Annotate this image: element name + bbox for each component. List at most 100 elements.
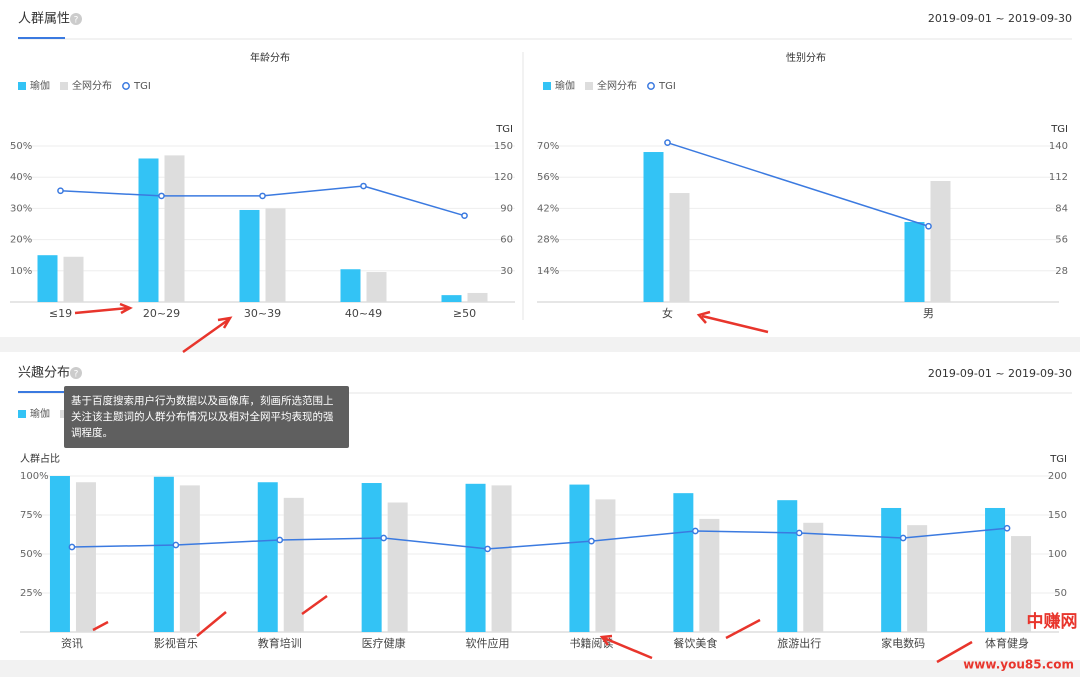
- arrow: [696, 310, 769, 334]
- bar: [803, 522, 824, 632]
- y-tick-label: 20%: [10, 235, 32, 246]
- bar: [283, 497, 304, 632]
- bar: [881, 507, 902, 632]
- bar: [153, 476, 174, 632]
- legend-marker: [647, 82, 655, 90]
- section-title: 兴趣分布: [18, 366, 70, 381]
- tgi-line: [71, 527, 1008, 550]
- y-tick-label: 40%: [10, 172, 32, 183]
- date-range: 2019-09-01 ~ 2019-09-30: [928, 367, 1072, 380]
- x-tick-label: 旅游出行: [777, 636, 821, 650]
- y2-tick-label: 200: [1048, 471, 1067, 482]
- legend-marker: [122, 82, 130, 90]
- tgi-point: [925, 222, 932, 230]
- charts: 年龄分布 TGI 瑜伽 全网分布 TGI 10% 20% 30% 40% 50% 30 60 90 120…: [10, 51, 1068, 650]
- bar: [569, 484, 590, 632]
- tgi-point: [588, 537, 595, 545]
- bar: [441, 295, 462, 302]
- y-tick-label: 50%: [20, 549, 42, 560]
- tgi-point: [692, 527, 699, 535]
- bar: [340, 269, 361, 302]
- tgi-point: [259, 192, 266, 200]
- arrow: [936, 640, 973, 664]
- arrow: [301, 594, 328, 616]
- bar: [361, 483, 382, 632]
- bar: [699, 518, 720, 632]
- legend-label: TGI: [133, 81, 151, 92]
- x-tick-label: ≥50: [453, 307, 476, 320]
- y-tick-label: 50%: [10, 141, 32, 152]
- tgi-line: [667, 141, 929, 227]
- legend-label: 瑜伽: [30, 79, 50, 92]
- arrow: [599, 634, 653, 660]
- tgi-point: [380, 534, 387, 542]
- bar: [387, 502, 408, 632]
- legend-marker: [18, 410, 26, 418]
- y2-tick-label: 84: [1055, 203, 1068, 214]
- bar: [907, 525, 928, 632]
- tgi-line: [60, 185, 465, 217]
- y2-tick-label: 120: [494, 172, 513, 183]
- section-gap: [0, 660, 1080, 677]
- x-tick-label: 20~29: [143, 307, 180, 320]
- y2-axis-title: TGI: [1049, 454, 1067, 465]
- section-gap: [0, 337, 1080, 352]
- legend-marker: [585, 82, 593, 90]
- y-tick-label: 100%: [20, 471, 49, 482]
- bar: [669, 193, 690, 302]
- tgi-point: [664, 139, 671, 147]
- bar: [257, 482, 278, 632]
- bar: [465, 483, 486, 632]
- y2-tick-label: 60: [500, 235, 513, 246]
- x-tick-label: 家电数码: [881, 636, 925, 650]
- y2-tick-label: 90: [500, 203, 513, 214]
- y-tick-label: 42%: [537, 203, 559, 214]
- bar: [904, 221, 925, 302]
- tgi-point: [57, 187, 64, 195]
- y2-axis-title: TGI: [1050, 124, 1068, 135]
- y-tick-label: 10%: [10, 266, 32, 277]
- y-axis-title: 人群占比: [20, 452, 60, 465]
- legend-marker: [543, 82, 551, 90]
- tgi-point: [795, 529, 803, 537]
- legend-label: TGI: [658, 81, 676, 92]
- x-tick-label: 软件应用: [466, 636, 510, 650]
- y2-tick-label: 150: [494, 141, 513, 152]
- help-icon[interactable]: [70, 13, 82, 25]
- help-mark: ?: [74, 16, 79, 26]
- legend-label: 瑜伽: [555, 79, 575, 92]
- tgi-point: [1003, 524, 1011, 532]
- bar: [138, 158, 159, 302]
- bar: [595, 499, 616, 632]
- y2-tick-label: 100: [1048, 549, 1067, 560]
- help-icon[interactable]: [70, 367, 82, 379]
- y2-tick-label: 56: [1055, 235, 1068, 246]
- y2-tick-label: 30: [500, 266, 513, 277]
- arrow: [74, 302, 133, 315]
- bar: [643, 152, 664, 302]
- y2-tick-label: 150: [1048, 510, 1067, 521]
- y2-tick-label: 50: [1054, 588, 1067, 599]
- bar: [366, 272, 387, 302]
- bar: [63, 256, 84, 302]
- tgi-point: [158, 192, 165, 200]
- tgi-point: [276, 536, 284, 544]
- bar: [179, 485, 200, 632]
- arrow: [182, 316, 233, 354]
- y-tick-label: 28%: [537, 235, 559, 246]
- x-tick-label: 餐饮美食: [673, 636, 717, 650]
- x-tick-label: 女: [662, 306, 673, 320]
- y-tick-label: 14%: [537, 266, 559, 277]
- legend-marker: [18, 82, 26, 90]
- tgi-point: [461, 212, 468, 220]
- tgi-point: [899, 534, 907, 542]
- annotation-arrows: [74, 302, 973, 664]
- x-tick-label: 资讯: [61, 637, 83, 650]
- tooltip: 基于百度搜索用户行为数据以及画像库，刻画所选范围上关注该主题词的人群分布情况以及…: [64, 386, 349, 448]
- section-title: 人群属性: [18, 12, 70, 27]
- chart-title: 年龄分布: [250, 51, 290, 64]
- tgi-point: [172, 541, 180, 549]
- tgi-point: [484, 545, 491, 553]
- chart-title: 性别分布: [786, 51, 826, 64]
- y2-axis-title: TGI: [495, 124, 513, 135]
